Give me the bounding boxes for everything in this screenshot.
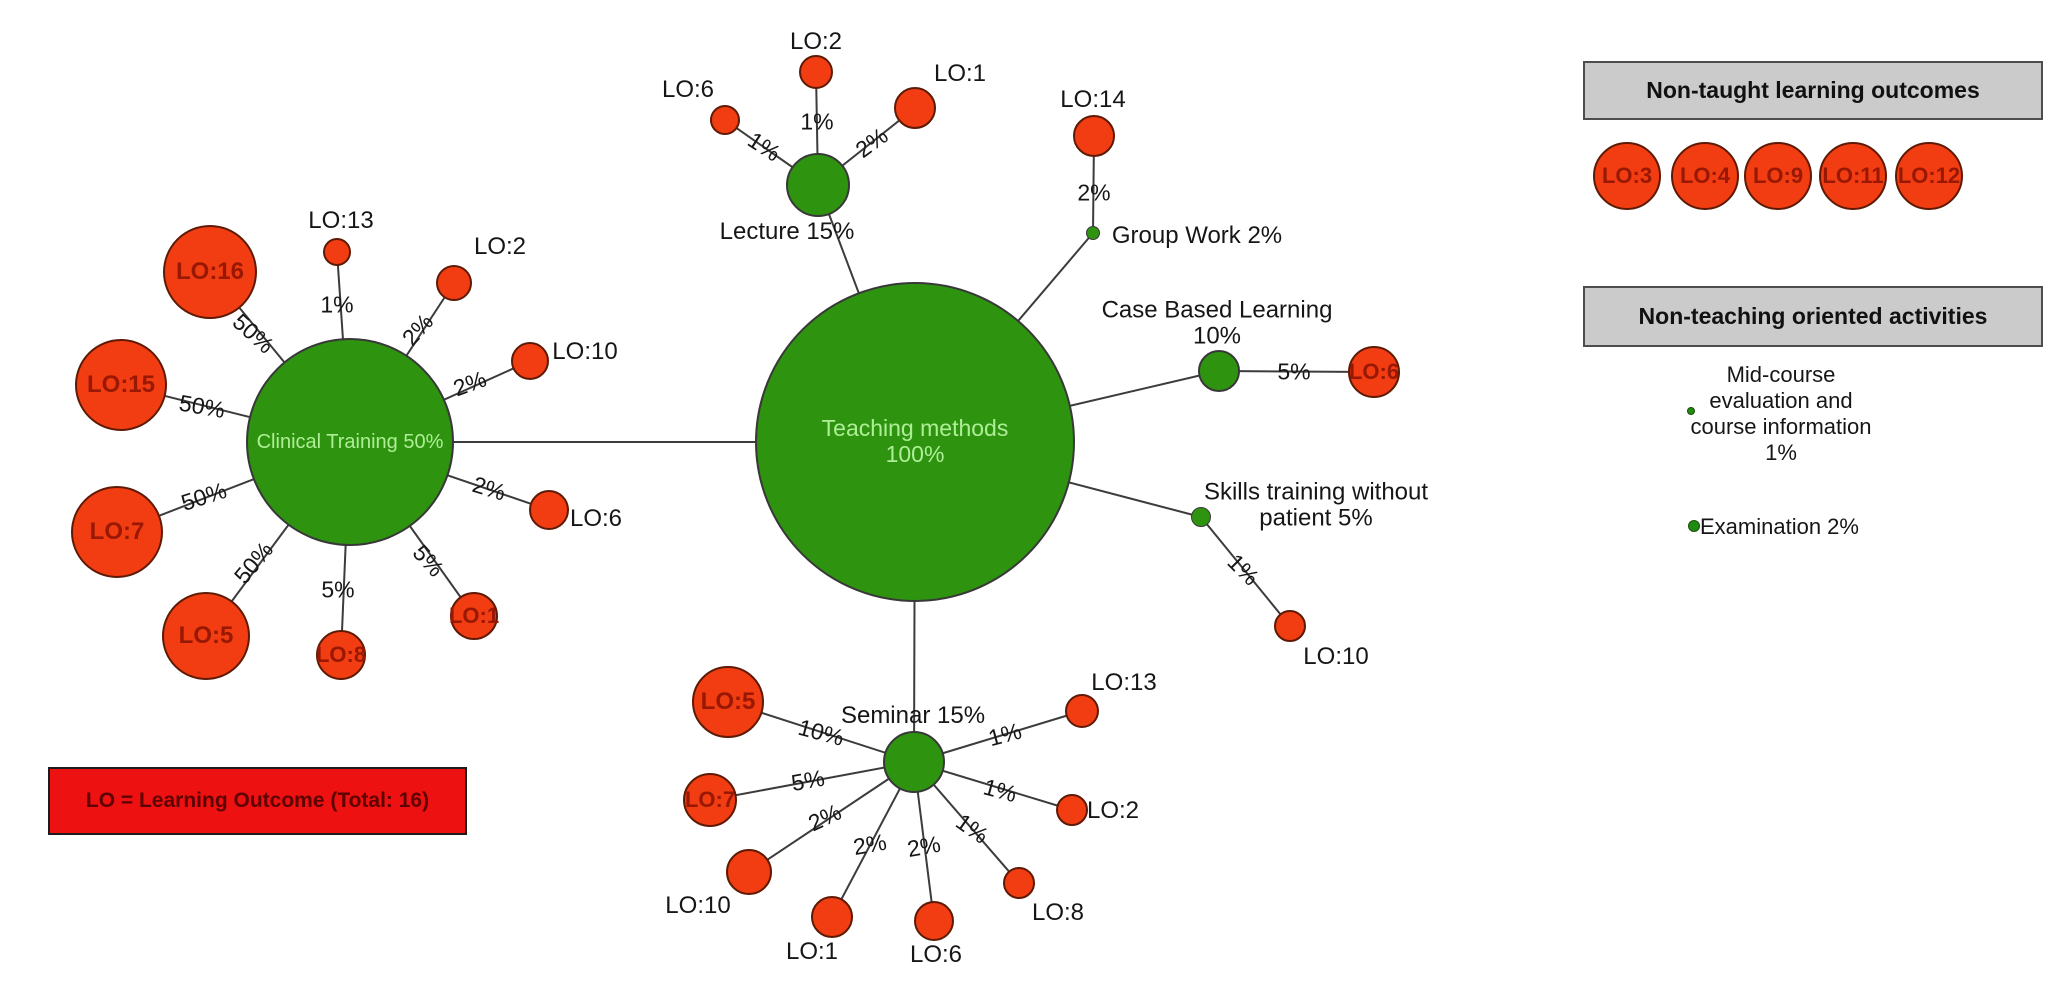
method-label-seminar: Seminar 15%: [840, 701, 986, 729]
edge-skills-sk-lo10: [1200, 516, 1291, 627]
legend-outcome-LO-11: LO:11: [1819, 142, 1887, 210]
method-node-teaching: Teaching methods 100%: [755, 282, 1075, 602]
method-node-cbl: [1198, 350, 1240, 392]
edge-seminar-sem-lo7: [709, 761, 915, 801]
method-node-skills: [1191, 507, 1211, 527]
outcome-label-sem-lo1: LO:1: [785, 937, 839, 965]
outcome-node-sem-lo1: [811, 896, 853, 938]
outcome-label-lec-lo6: LO:6: [661, 75, 715, 103]
outcome-node-sem-lo5: LO:5: [692, 666, 764, 738]
method-node-groupwork: [1086, 226, 1100, 240]
legend-outcome-LO-12: LO:12: [1895, 142, 1963, 210]
outcome-node-gw-lo14: [1073, 115, 1115, 157]
edge-seminar-sem-lo10: [748, 761, 915, 873]
outcome-node-cl-lo2: [436, 265, 472, 301]
outcome-node-cl-lo6: [529, 490, 569, 530]
outcome-label-sk-lo10: LO:10: [1303, 642, 1369, 670]
method-node-lecture: [786, 153, 850, 217]
method-label-lecture: Lecture 15%: [719, 217, 855, 245]
outcome-label-cl-lo13: LO:13: [308, 206, 374, 234]
outcome-node-lec-lo1: [894, 87, 936, 129]
outcome-label-sem-lo6: LO:6: [909, 940, 963, 968]
outcome-node-cbl-lo6: LO:6: [1348, 346, 1400, 398]
activity-dot-0: [1687, 407, 1695, 415]
outcome-node-lec-lo6: [710, 105, 740, 135]
method-label-skills: Skills training without patient 5%: [1203, 478, 1429, 532]
outcome-node-cl-lo7: LO:7: [71, 486, 163, 578]
edge-label-cbl-cbl-lo6: 5%: [1277, 358, 1311, 385]
outcome-node-cl-lo1: LO:1: [449, 592, 499, 640]
edge-label-clinical-cl-lo8: 5%: [321, 576, 355, 603]
edge-label-lecture-lec-lo2: 1%: [800, 108, 834, 135]
outcome-label-lec-lo2: LO:2: [789, 27, 843, 55]
legend-outcome-LO-4: LO:4: [1671, 142, 1739, 210]
outcome-node-cl-lo10: [511, 342, 549, 380]
legend-non-taught-title: Non-taught learning outcomes: [1646, 77, 1980, 103]
method-label-cbl: Case Based Learning 10%: [1101, 296, 1333, 350]
outcome-node-sem-lo2: [1056, 794, 1088, 826]
outcome-node-sem-lo6: [914, 901, 954, 941]
outcome-node-cl-lo16: LO:16: [163, 225, 257, 319]
legend-outcome-LO-3: LO:3: [1593, 142, 1661, 210]
outcome-label-cl-lo2: LO:2: [473, 232, 527, 260]
outcome-label-cl-lo10: LO:10: [552, 337, 618, 365]
edge-label-clinical-cl-lo13: 1%: [320, 291, 354, 318]
method-label-groupwork: Group Work 2%: [1111, 221, 1283, 249]
legend-outcome-LO-9: LO:9: [1744, 142, 1812, 210]
method-node-seminar: [883, 731, 945, 793]
activity-dot-1: [1688, 520, 1700, 532]
outcome-label-gw-lo14: LO:14: [1060, 85, 1126, 113]
outcome-node-sk-lo10: [1274, 610, 1306, 642]
legend-non-teaching-title: Non-teaching oriented activities: [1638, 303, 1988, 329]
outcome-label-sem-lo13: LO:13: [1091, 668, 1157, 696]
lo-definition-note: LO = Learning Outcome (Total: 16): [48, 767, 467, 835]
lo-definition-text: LO = Learning Outcome (Total: 16): [85, 789, 430, 812]
legend-non-teaching-header: Non-teaching oriented activities: [1583, 286, 2043, 347]
outcome-label-sem-lo10: LO:10: [665, 891, 731, 919]
outcome-node-cl-lo8: LO:8: [316, 630, 366, 680]
outcome-node-lec-lo2: [799, 55, 833, 89]
outcome-label-lec-lo1: LO:1: [933, 59, 987, 87]
activity-label-0: Mid-course evaluation and course informa…: [1690, 362, 1872, 465]
outcome-node-sem-lo8: [1003, 867, 1035, 899]
outcome-label-sem-lo8: LO:8: [1031, 898, 1085, 926]
outcome-label-cl-lo6: LO:6: [569, 504, 623, 532]
method-node-clinical: Clinical Training 50%: [246, 338, 454, 546]
activity-label-1: Examination 2%: [1700, 514, 1859, 539]
outcome-node-sem-lo13: [1065, 694, 1099, 728]
outcome-node-cl-lo15: LO:15: [75, 339, 167, 431]
outcome-label-sem-lo2: LO:2: [1086, 796, 1140, 824]
edge-label-groupwork-gw-lo14: 2%: [1077, 179, 1111, 206]
outcome-node-sem-lo10: [726, 849, 772, 895]
legend-non-taught-header: Non-taught learning outcomes: [1583, 61, 2043, 120]
outcome-node-cl-lo13: [323, 238, 351, 266]
outcome-node-cl-lo5: LO:5: [162, 592, 250, 680]
outcome-node-sem-lo7: LO:7: [683, 773, 737, 827]
